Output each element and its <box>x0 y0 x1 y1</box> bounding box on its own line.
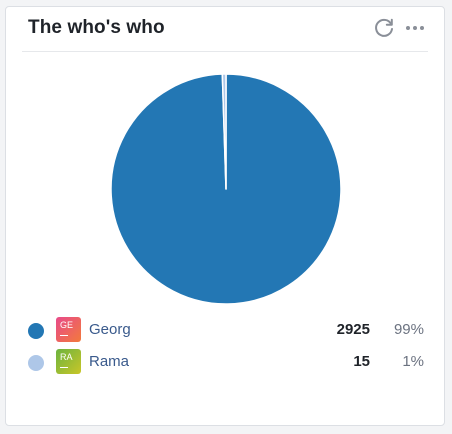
avatar-initials: RA <box>60 352 73 362</box>
legend-percent: 1% <box>402 353 424 370</box>
user-avatar: RA <box>56 349 81 374</box>
pie-svg <box>110 73 342 305</box>
pie-chart <box>110 73 342 305</box>
legend-row-rama[interactable]: RA Rama 15 1% <box>26 346 426 378</box>
legend-dot <box>28 355 44 371</box>
avatar-initials: GE <box>60 320 74 330</box>
legend-row-georg[interactable]: GE Georg 2925 99% <box>26 314 426 346</box>
widget-title: The who's who <box>28 17 165 38</box>
legend-name[interactable]: Georg <box>89 321 131 338</box>
legend-percent: 99% <box>393 321 424 338</box>
avatar-dash <box>60 367 68 368</box>
more-horizontal-icon[interactable] <box>403 16 427 40</box>
refresh-icon[interactable] <box>372 16 396 40</box>
legend-dot <box>28 323 44 339</box>
legend-count: 15 <box>353 353 370 370</box>
pie-slice-rama[interactable] <box>221 73 227 190</box>
avatar-dash <box>60 335 68 336</box>
legend-name[interactable]: Rama <box>89 353 130 370</box>
widget-card: The who's who GE Georg 2925 <box>5 6 445 426</box>
user-avatar: GE <box>56 317 81 342</box>
legend-count: 2925 <box>336 321 370 338</box>
widget-header: The who's who <box>22 7 428 52</box>
legend: GE Georg 2925 99% RA Rama 15 1% <box>26 314 426 378</box>
